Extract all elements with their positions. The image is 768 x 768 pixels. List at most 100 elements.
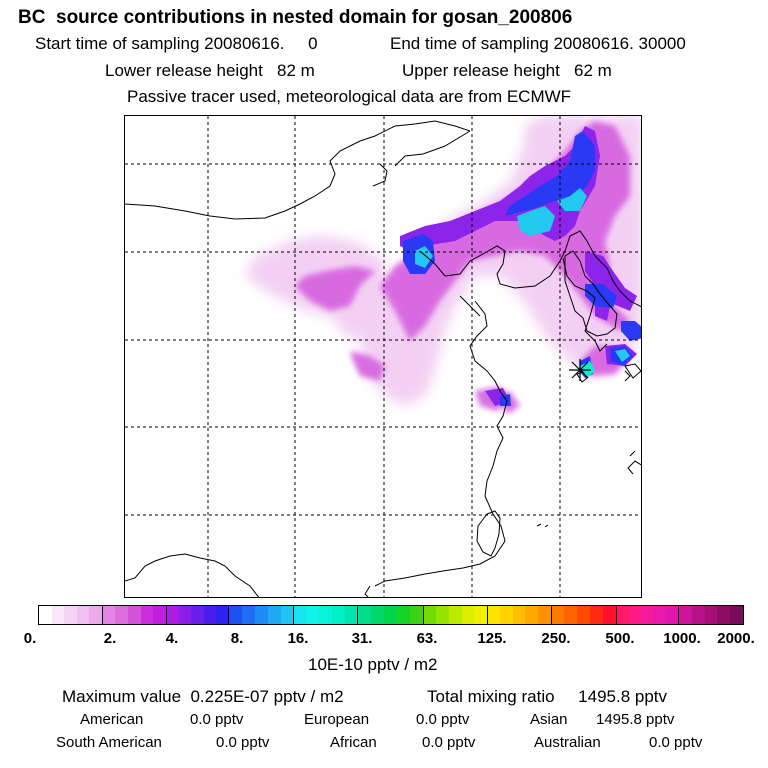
colorbar-swatch xyxy=(178,606,192,624)
colorbar-segment xyxy=(679,606,743,624)
colorbar-swatch xyxy=(423,606,437,624)
contribution-value: 0.0 pptv xyxy=(649,734,703,751)
upper-release-label: Upper release height 62 m xyxy=(402,61,612,80)
colorbar-swatch xyxy=(474,606,487,624)
colorbar-swatch xyxy=(280,606,294,624)
colorbar-swatch xyxy=(704,606,718,624)
colorbar-segment xyxy=(551,606,618,624)
colorbar-swatch xyxy=(89,606,102,624)
colorbar-segment xyxy=(166,606,230,624)
colorbar-swatch xyxy=(254,606,268,624)
contribution-name: European xyxy=(304,711,370,728)
contribution-name: South American xyxy=(56,734,162,751)
colorbar-tick-label: 2. xyxy=(103,630,117,647)
contribution-value: 1495.8 pptv xyxy=(596,711,675,728)
colorbar-segment xyxy=(102,606,167,624)
colorbar-swatch xyxy=(64,606,77,624)
colorbar-segment xyxy=(39,606,103,624)
colorbar-swatch xyxy=(166,606,179,624)
plot-title: BC source contributions in nested domain… xyxy=(18,7,573,28)
colorbar-swatch xyxy=(396,606,410,624)
colorbar-segment xyxy=(487,606,552,624)
colorbar-swatch xyxy=(384,606,397,624)
star-marker xyxy=(569,359,591,381)
colorbar-swatch xyxy=(267,606,281,624)
colorbar-swatch xyxy=(577,606,591,624)
colorbar-swatch xyxy=(590,606,604,624)
map-panel xyxy=(124,115,642,598)
colorbar-swatch xyxy=(319,606,332,624)
taiwan-island xyxy=(476,510,501,557)
plume-cyan xyxy=(415,188,630,362)
colorbar-segment xyxy=(294,606,359,624)
contribution-value: 0.0 pptv xyxy=(216,734,270,751)
colorbar-tick-label: 250. xyxy=(541,630,571,647)
colorbar-swatch xyxy=(371,606,385,624)
colorbar-swatch xyxy=(653,606,667,624)
colorbar-swatch xyxy=(344,606,358,624)
total-mixing-ratio-label: Total mixing ratio 1495.8 pptv xyxy=(427,687,668,706)
colorbar-swatch xyxy=(203,606,217,624)
start-time-label: Start time of sampling 20080616. 0 xyxy=(35,34,318,53)
colorbar-tick-label: 2000. xyxy=(717,630,755,647)
colorbar-swatch xyxy=(229,606,243,624)
colorbar-swatch xyxy=(51,606,65,624)
colorbar-swatch xyxy=(512,606,526,624)
colorbar-swatch xyxy=(461,606,475,624)
colorbar-swatch xyxy=(153,606,166,624)
colorbar-swatch xyxy=(294,606,307,624)
colorbar-tick-label: 31. xyxy=(351,630,373,647)
lower-release-label: Lower release height 82 m xyxy=(105,61,315,80)
colorbar-segment xyxy=(358,606,424,624)
colorbar-swatch xyxy=(717,606,731,624)
colorbar xyxy=(38,605,744,625)
colorbar-swatch xyxy=(525,606,538,624)
colorbar-swatch xyxy=(102,606,116,624)
contribution-value: 0.0 pptv xyxy=(416,711,470,728)
colorbar-swatch xyxy=(537,606,551,624)
colorbar-swatch xyxy=(500,606,513,624)
contribution-value: 0.0 pptv xyxy=(422,734,476,751)
end-time-label: End time of sampling 20080616. 30000 xyxy=(390,34,686,53)
colorbar-swatch xyxy=(629,606,642,624)
colorbar-tick-label: 1000. xyxy=(663,630,701,647)
colorbar-swatch xyxy=(641,606,654,624)
colorbar-tick-label: 63. xyxy=(416,630,438,647)
colorbar-swatch xyxy=(409,606,423,624)
colorbar-tick-label: 125. xyxy=(477,630,507,647)
tracer-info: Passive tracer used, meteorological data… xyxy=(127,87,572,106)
colorbar-swatch xyxy=(617,606,630,624)
colorbar-swatch xyxy=(216,606,229,624)
maximum-value-label: Maximum value 0.225E-07 pptv / m2 xyxy=(62,687,344,706)
graticule xyxy=(125,116,641,597)
colorbar-swatch xyxy=(730,606,743,624)
coastlines xyxy=(125,120,641,597)
contribution-name: Australian xyxy=(534,734,601,751)
colorbar-swatch xyxy=(127,606,141,624)
colorbar-swatch xyxy=(679,606,692,624)
colorbar-swatch xyxy=(358,606,372,624)
concentration-map xyxy=(125,116,641,597)
colorbar-swatch xyxy=(666,606,679,624)
contribution-name: Asian xyxy=(530,711,568,728)
colorbar-swatch xyxy=(242,606,255,624)
colorbar-swatch xyxy=(76,606,90,624)
colorbar-swatch xyxy=(331,606,345,624)
colorbar-swatch xyxy=(436,606,450,624)
colorbar-swatch xyxy=(140,606,154,624)
colorbar-swatch xyxy=(191,606,204,624)
contribution-name: American xyxy=(80,711,144,728)
colorbar-tick-label: 8. xyxy=(230,630,244,647)
colorbar-swatch xyxy=(551,606,565,624)
colorbar-segment xyxy=(617,606,680,624)
colorbar-tick-label: 4. xyxy=(165,630,179,647)
colorbar-segment xyxy=(423,606,488,624)
colorbar-swatch xyxy=(564,606,578,624)
colorbar-swatch xyxy=(691,606,705,624)
colorbar-tick-label: 500. xyxy=(605,630,635,647)
colorbar-swatch xyxy=(603,606,617,624)
colorbar-swatch xyxy=(39,606,52,624)
colorbar-swatch xyxy=(306,606,320,624)
colorbar-unit: 10E-10 pptv / m2 xyxy=(308,655,438,674)
colorbar-swatch xyxy=(449,606,462,624)
